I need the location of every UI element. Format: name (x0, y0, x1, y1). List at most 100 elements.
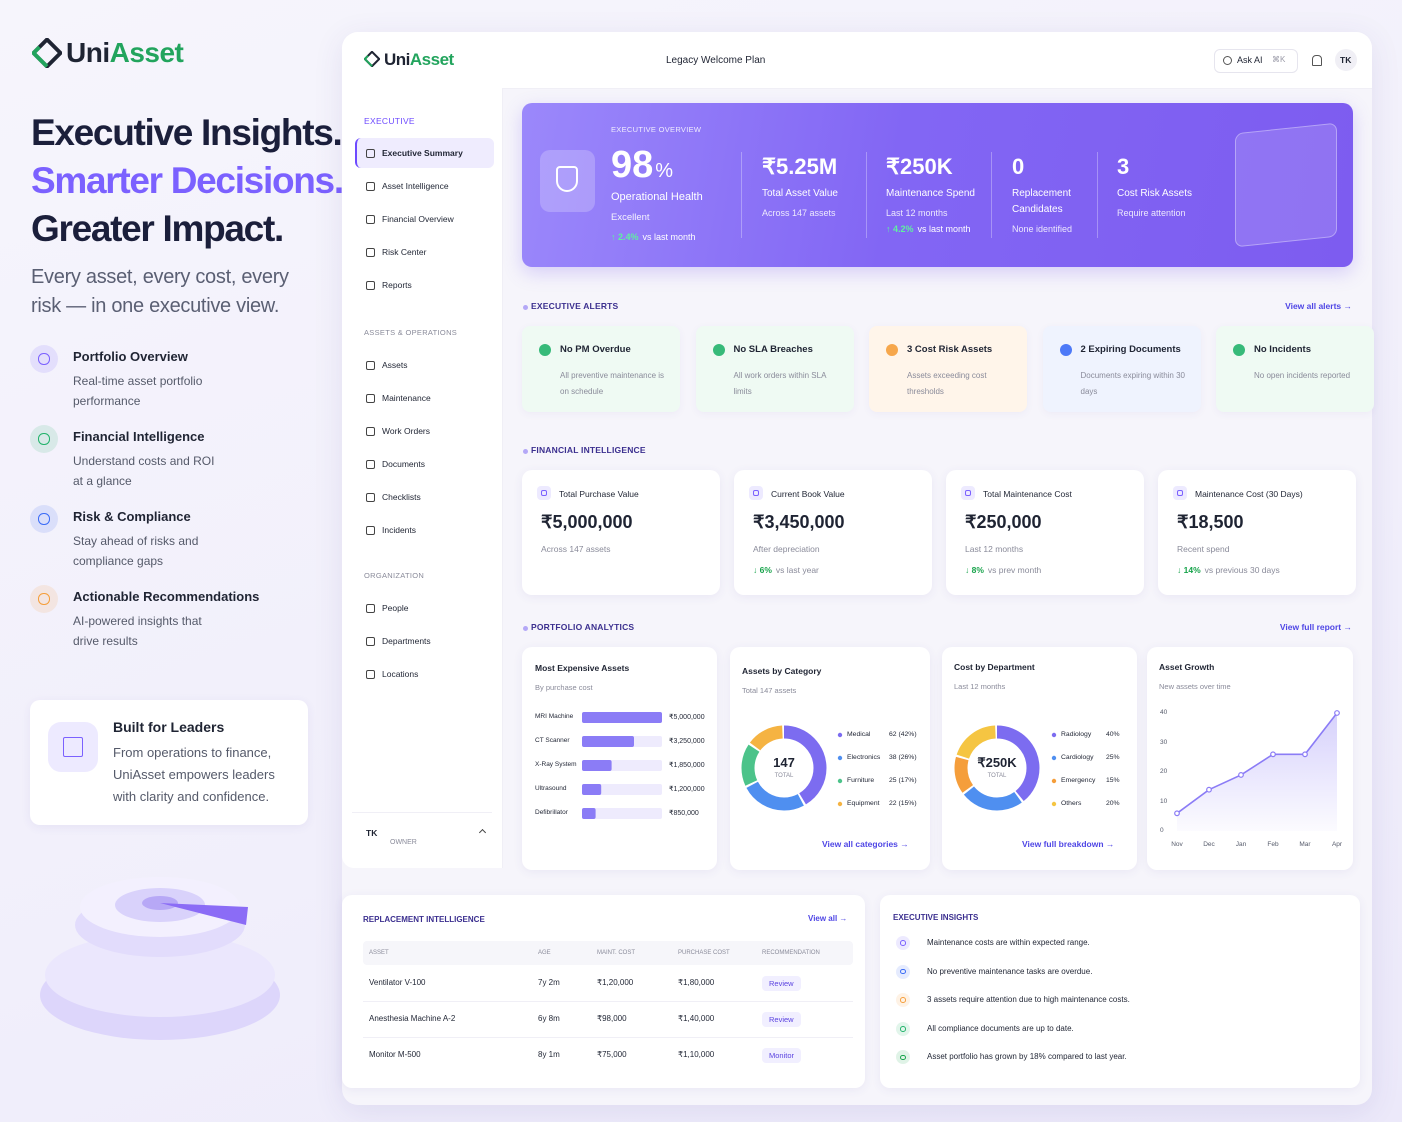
table-cell: ₹1,40,000 (678, 1014, 715, 1023)
legend-label: Equipment (847, 800, 880, 807)
brand-name: UniAsset (66, 39, 184, 67)
sidebar-item[interactable]: Incidents (382, 525, 417, 535)
alert-desc: No open incidents reported (1254, 371, 1351, 380)
sidebar-item[interactable]: Risk Center (382, 247, 427, 257)
logo-diamond (364, 51, 380, 67)
alert-icon (539, 344, 551, 356)
sidebar-item[interactable]: Checklists (382, 492, 421, 502)
bar-value-label: ₹1,850,000 (669, 762, 705, 769)
feature-desc: Stay ahead of risks and compliance gaps (73, 534, 199, 568)
sidebar-icon (366, 460, 375, 469)
donut-center: ₹250K (977, 755, 1017, 770)
sidebar-item[interactable]: People (382, 603, 409, 613)
x-tick-label: Mar (1299, 841, 1311, 848)
alert-icon (1233, 344, 1245, 356)
banner-divider (991, 152, 992, 238)
feature-title: Financial Intelligence (73, 429, 205, 444)
sidebar-icon (366, 394, 375, 403)
alert-icon (1059, 344, 1072, 356)
finance-card (1158, 470, 1356, 595)
alert-title: No PM Overdue (560, 344, 631, 355)
kpi: ₹5.25M Total Asset Value Across 147 assets (762, 154, 862, 221)
table-cell: ₹98,000 (597, 1014, 627, 1023)
change-value: ↓ 8% (965, 565, 984, 575)
sidebar-item[interactable]: Executive Summary (382, 148, 463, 158)
sidebar-item[interactable]: Assets (382, 360, 408, 370)
ask-ai[interactable]: Ask AI (1237, 55, 1263, 65)
hero-line: Greater Impact. (31, 208, 284, 249)
row-divider (363, 1037, 853, 1038)
kpi: 3 Cost Risk Assets Require attention (1117, 154, 1217, 221)
health-label: Operational Health (611, 191, 703, 203)
bar-label: Ultrasound (535, 785, 567, 792)
y-tick-label: 10 (1160, 797, 1168, 805)
table-cell: ₹75,000 (597, 1050, 627, 1059)
row-divider (363, 1001, 853, 1002)
change-value: ↓ 6% (753, 565, 772, 575)
feature-desc: Real-time asset portfolio performance (73, 374, 203, 408)
chart-link[interactable]: View all categories → (822, 839, 909, 849)
insight-icon (896, 936, 910, 950)
sidebar-item[interactable]: Work Orders (382, 426, 431, 436)
sidebar-item[interactable]: Departments (382, 636, 431, 646)
alert-card (695, 326, 854, 412)
finance-value: ₹250,000 (965, 512, 1042, 532)
kpi-change: ↑ 4.2% vs last month (886, 221, 986, 237)
health-shield (556, 166, 578, 192)
kpi-note: None identified (1012, 224, 1073, 234)
legend-value: 20% (1106, 800, 1120, 807)
chart-link[interactable]: View full breakdown → (1022, 839, 1115, 849)
finance-card (522, 470, 720, 595)
section-dot (523, 626, 528, 631)
bar-label: X-Ray System (535, 761, 577, 768)
finance-icon-glyph (965, 490, 971, 496)
x-tick-label: Apr (1331, 841, 1343, 848)
feature-icon-glyph (38, 513, 50, 525)
bar-value-label: ₹5,000,000 (669, 714, 705, 721)
recommendation-pill[interactable]: Review (762, 976, 801, 991)
insight-text: All compliance documents are up to date. (927, 1023, 1074, 1033)
bar-value-label: ₹3,250,000 (669, 738, 705, 745)
recommendation-pill[interactable]: Monitor (762, 1048, 802, 1063)
bar-label: MRI Machine (535, 713, 574, 720)
kpi-note: Require attention (1117, 208, 1186, 218)
alert-icon (886, 344, 898, 356)
finance-icon (537, 486, 551, 500)
insights-card (880, 895, 1360, 1088)
hero-line: Executive Insights. (31, 112, 343, 153)
search-icon (1223, 56, 1232, 65)
table-cell: 8y 1m (538, 1050, 560, 1059)
sidebar-icon (366, 248, 375, 257)
section-link[interactable]: View full report → (1279, 622, 1352, 632)
sidebar-icon (366, 281, 375, 290)
insight-icon (896, 993, 910, 1008)
sidebar-item[interactable]: Maintenance (382, 393, 431, 403)
sidebar-icon (366, 493, 375, 502)
sidebar-item[interactable]: Asset Intelligence (382, 181, 449, 191)
section-link[interactable]: View all alerts → (1285, 301, 1352, 311)
alert-icon (712, 344, 725, 356)
alert-title: No SLA Breaches (733, 344, 813, 355)
sidebar-item[interactable]: Reports (382, 280, 412, 290)
recommendation-pill[interactable]: Review (762, 1012, 801, 1027)
finance-note: After depreciation (753, 544, 820, 554)
section-title: PORTFOLIO ANALYTICS (531, 622, 635, 632)
sidebar-item[interactable]: Documents (382, 459, 425, 469)
chart-subtitle: Total 147 assets (742, 686, 797, 695)
table-link[interactable]: View all → (808, 914, 848, 923)
sidebar-item[interactable]: Locations (382, 669, 419, 679)
hero-line: Smarter Decisions. (31, 160, 344, 201)
legend-label: Others (1061, 800, 1082, 807)
finance-icon-glyph (1177, 490, 1183, 496)
bar-label: Defibrillator (535, 809, 568, 816)
x-tick-label: Feb (1267, 841, 1279, 848)
alert-title: 3 Cost Risk Assets (907, 344, 993, 355)
insight-icon-glyph (900, 968, 906, 975)
kpi-label: Total Asset Value (762, 188, 838, 199)
section-dot (523, 449, 528, 454)
leaders-icon (48, 722, 98, 772)
feature-desc: AI-powered insights that drive results (73, 614, 202, 648)
chart-subtitle: New assets over time (1159, 682, 1231, 691)
sidebar-item[interactable]: Financial Overview (382, 214, 454, 224)
